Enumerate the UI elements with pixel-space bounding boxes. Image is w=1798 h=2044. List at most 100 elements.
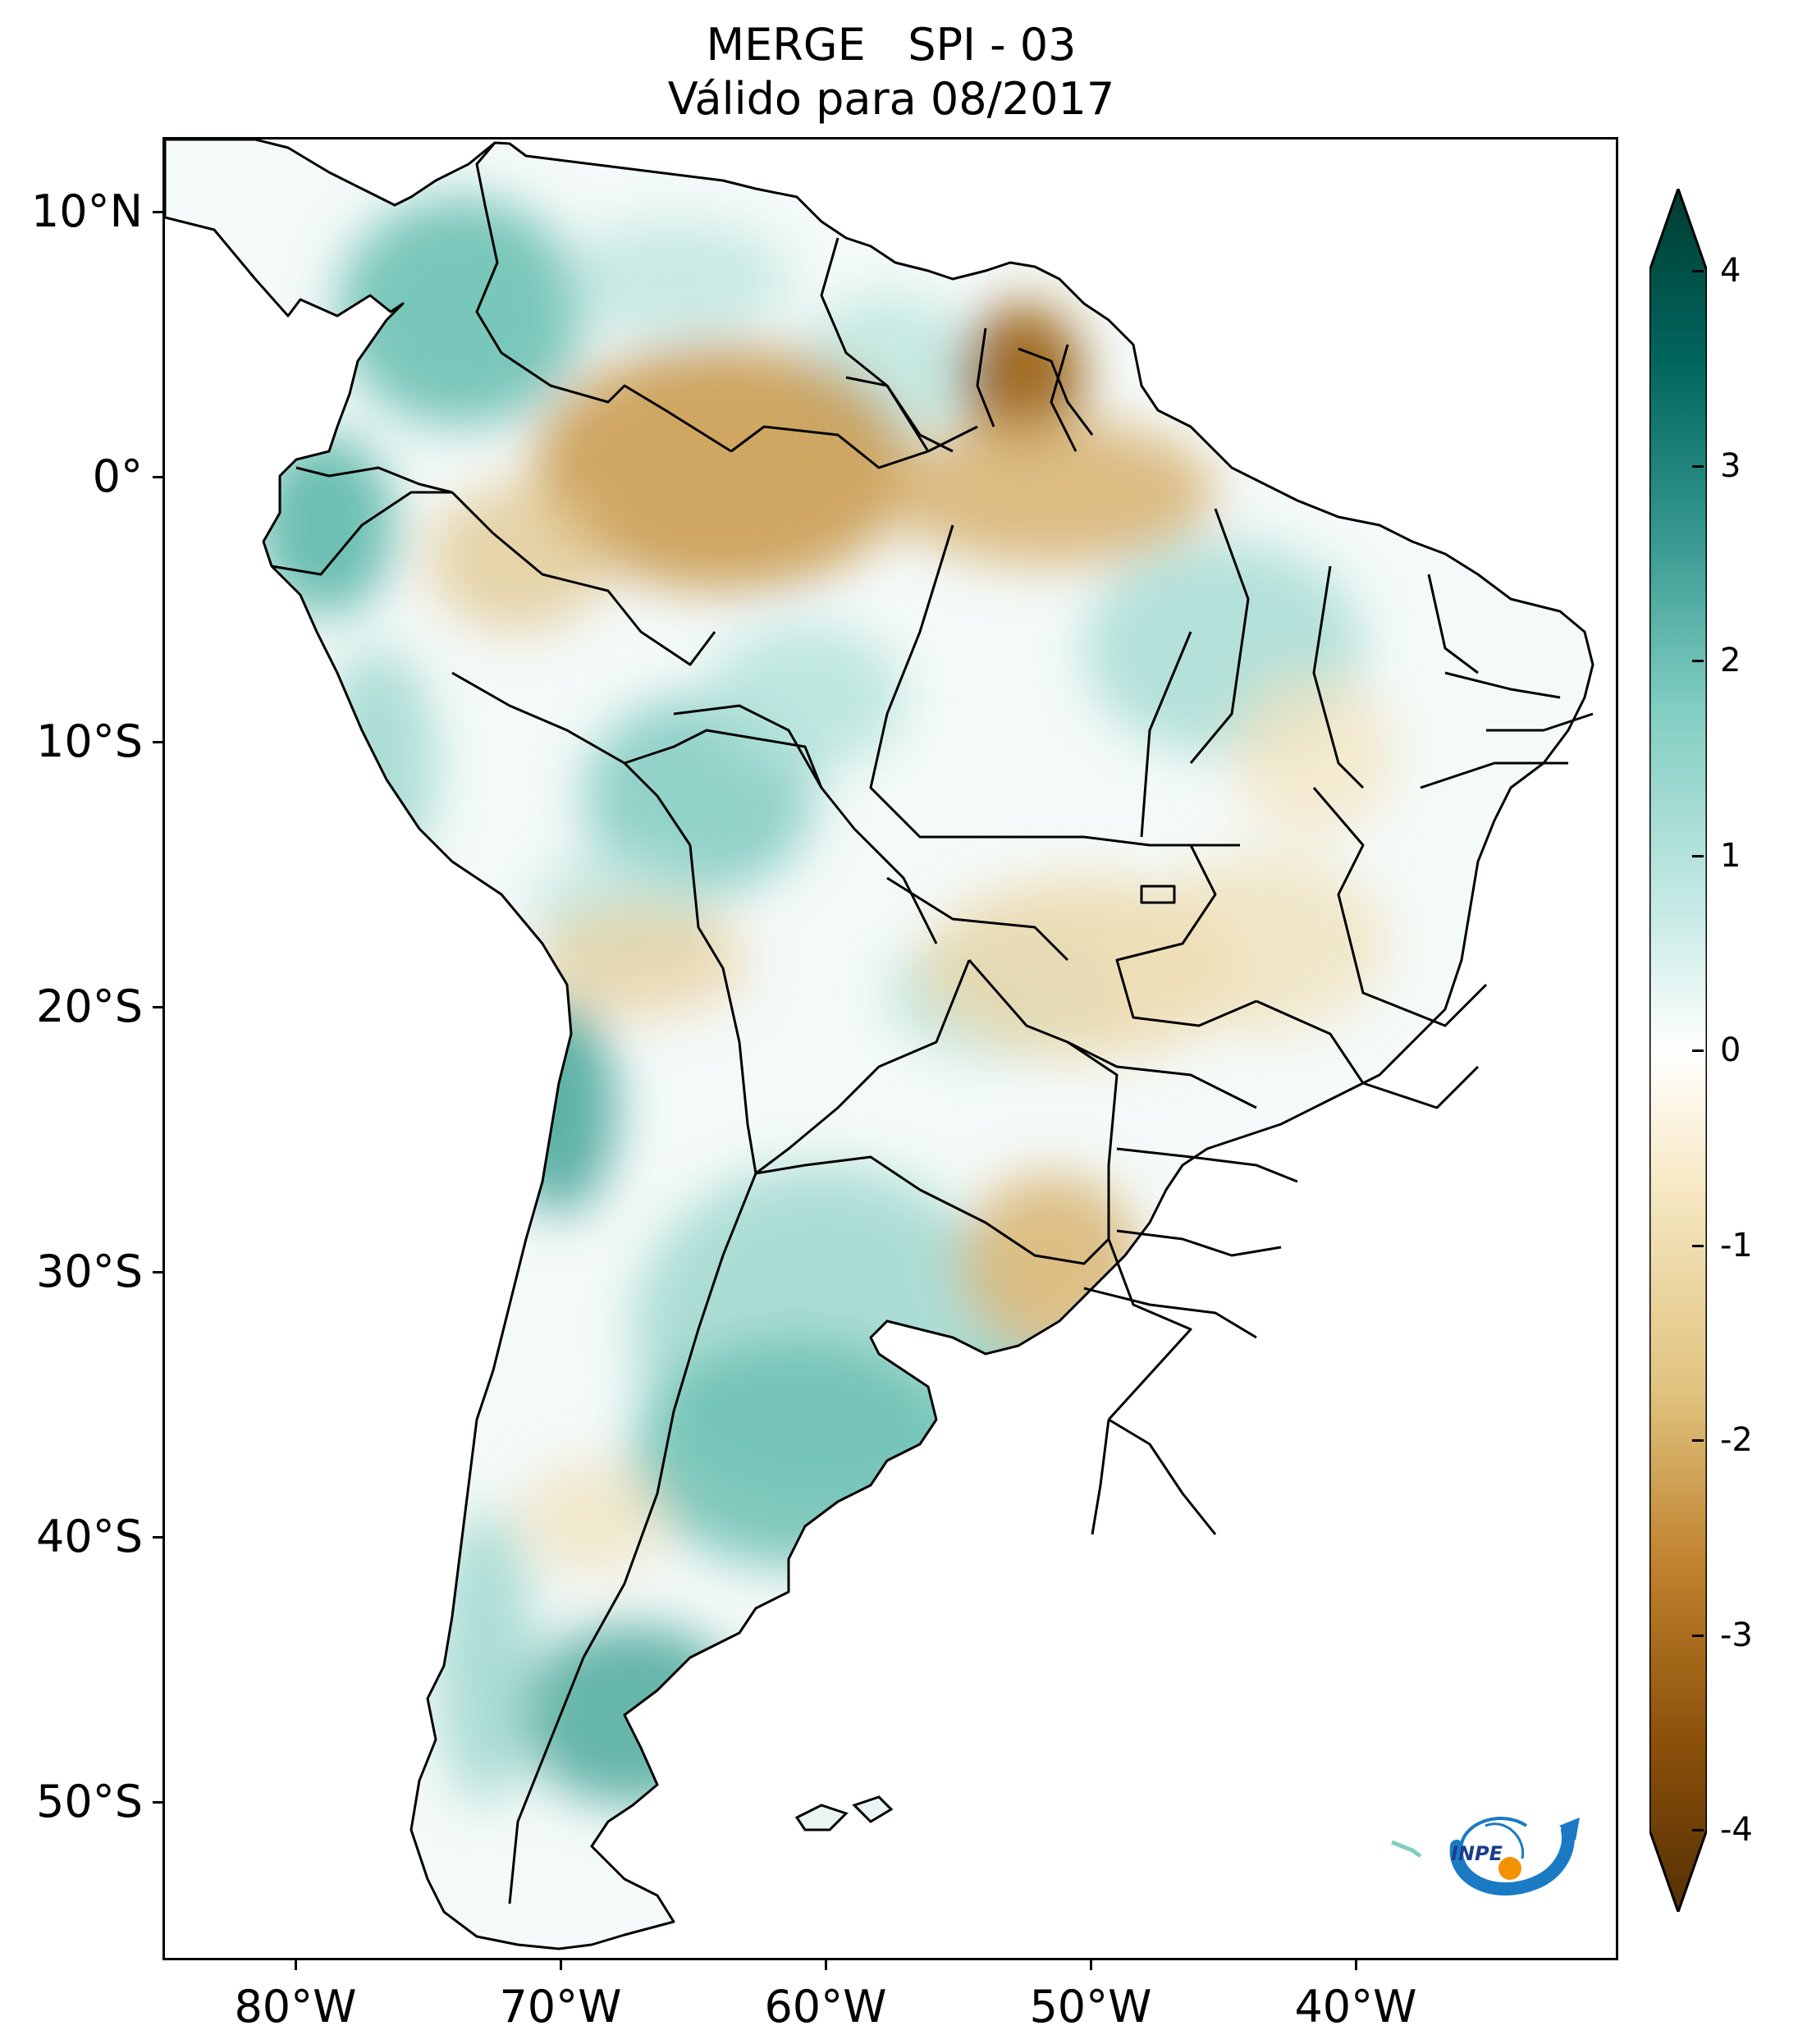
ytick-mark	[153, 1006, 162, 1008]
ytick-mark	[153, 1271, 162, 1273]
map-subtitle: Válido para 08/2017	[667, 73, 1115, 125]
border-peru-bolivia	[689, 844, 741, 1043]
colorbar-tick	[1692, 465, 1704, 468]
border-br-piaui	[1312, 565, 1365, 789]
border-colombia-ecuador	[295, 466, 453, 494]
xtick-mark	[560, 1960, 562, 1970]
border-uruguay-brazil	[1108, 1418, 1217, 1535]
border-suriname	[976, 327, 995, 428]
colorbar-label: -3	[1720, 1616, 1753, 1654]
anomaly-uruguay-wet	[936, 1346, 1133, 1493]
ytick-label: 20°S	[36, 981, 143, 1032]
border-br-roraima	[845, 376, 954, 453]
falklands	[794, 1795, 894, 1831]
ytick-label: 0°	[92, 450, 143, 502]
border-argentina-uruguay	[1091, 1419, 1110, 1535]
border-chile-argentina	[508, 1173, 757, 1905]
anomaly-pampas-wet	[633, 1338, 961, 1567]
border-colombia-venezuela	[475, 142, 732, 453]
colorbar-tick	[1692, 1049, 1704, 1052]
ytick-label: 50°S	[36, 1776, 143, 1827]
ytick-label: 40°S	[36, 1511, 143, 1562]
colorbar-label: -1	[1720, 1227, 1753, 1264]
map-title: MERGE SPI - 03	[706, 19, 1077, 71]
border-br-bahia	[1312, 787, 1488, 1027]
coastline	[165, 139, 1594, 1950]
colorbar-label: 3	[1720, 447, 1741, 485]
colorbar-tick	[1692, 1829, 1704, 1831]
colorbar-tick	[1692, 660, 1704, 662]
ytick-mark	[153, 476, 162, 478]
anomaly-chile-north-wet	[501, 1001, 616, 1214]
ytick-label: 30°S	[36, 1246, 143, 1297]
border-br-mg-sp	[1256, 999, 1480, 1109]
xtick-mark	[825, 1960, 827, 1970]
anomaly-matogrosso-wet	[707, 624, 904, 771]
anomaly-colombia-wet	[337, 197, 583, 427]
border-venezuela-brazil	[730, 425, 978, 469]
south-georgia	[1391, 1840, 1422, 1859]
border-ecuador-peru	[271, 491, 452, 576]
border-argentina-brazil	[1107, 1238, 1192, 1421]
border-br-para-tocantins	[1140, 631, 1192, 838]
border-br-amazonas-para	[869, 524, 1084, 839]
border-bolivia-argentina	[755, 1155, 921, 1191]
border-peru-brazil	[451, 671, 692, 846]
border-paraguay-brazil	[968, 959, 1119, 1239]
colorbar-label: 1	[1720, 837, 1741, 875]
anomaly-peru-dry	[428, 484, 608, 632]
ytick-mark	[153, 211, 162, 213]
colorbar-label: -2	[1720, 1421, 1753, 1459]
anomaly-amapa-dry	[961, 304, 1084, 451]
ytick-label: 10°N	[30, 185, 143, 237]
xtick-label: 50°W	[1029, 1981, 1152, 2033]
border-br-ms-sp	[1067, 1040, 1257, 1109]
inpe-logo-text: INPE	[1451, 1842, 1503, 1865]
border-br-amapa	[1018, 347, 1094, 436]
border-bolivia-paraguay	[755, 959, 971, 1175]
border-br-mt-ms	[886, 876, 1069, 962]
border-paraguay-argentina	[919, 1188, 1110, 1265]
border-br-rn-pb-pe	[1420, 671, 1594, 789]
xtick-mark	[1355, 1960, 1357, 1970]
ytick-label: 10°S	[36, 716, 143, 767]
border-br-para-mt	[1083, 835, 1240, 847]
colorbar-tick	[1692, 270, 1704, 272]
border-frguiana	[1050, 344, 1077, 452]
anomaly-bahia-dry	[1232, 673, 1396, 837]
border-br-goias-mg	[1115, 844, 1257, 1027]
anomaly-chile-south-wet	[436, 1510, 534, 1805]
border-br-federal-district	[1140, 885, 1176, 904]
colorbar-label: 2	[1720, 642, 1741, 679]
border-bolivia-chile	[738, 1041, 757, 1174]
anomaly-bolivia-dry	[534, 903, 748, 1017]
ytick-mark	[153, 741, 162, 743]
anomaly-patagonia-wet	[518, 1625, 748, 1805]
border-br-sc-rs	[1083, 1287, 1257, 1339]
ytick-mark	[153, 1536, 162, 1539]
border-br-ceara	[1427, 574, 1479, 674]
colorbar-label: 4	[1720, 252, 1741, 290]
colorbar-tick	[1692, 1245, 1704, 1247]
ytick-mark	[153, 1801, 162, 1804]
inpe-logo-icon	[1449, 1817, 1580, 1896]
colorbar-body	[1649, 189, 1707, 1912]
xtick-label: 70°W	[499, 1981, 622, 2033]
colorbar-tick	[1692, 1439, 1704, 1442]
anomaly-amazon-dry	[534, 345, 912, 591]
anomaly-venezuela-wet	[559, 222, 789, 336]
border-colombia-peru-brazil	[451, 491, 716, 666]
colorbar-label: 0	[1720, 1031, 1741, 1069]
country-borders	[271, 142, 1594, 1905]
colorbar	[1649, 189, 1707, 1912]
map-frame	[162, 137, 1618, 1960]
anomaly-minas-dry	[1141, 853, 1388, 1034]
colorbar-tick	[1692, 855, 1704, 857]
anomaly-patagonia-dry	[518, 1461, 666, 1575]
xtick-mark	[1090, 1960, 1092, 1970]
border-br-pr-sc	[1116, 1229, 1282, 1257]
xtick-mark	[295, 1960, 297, 1970]
anomaly-field	[165, 139, 1593, 1949]
colorbar-label: -4	[1720, 1811, 1753, 1849]
map-canvas	[165, 139, 1594, 1950]
